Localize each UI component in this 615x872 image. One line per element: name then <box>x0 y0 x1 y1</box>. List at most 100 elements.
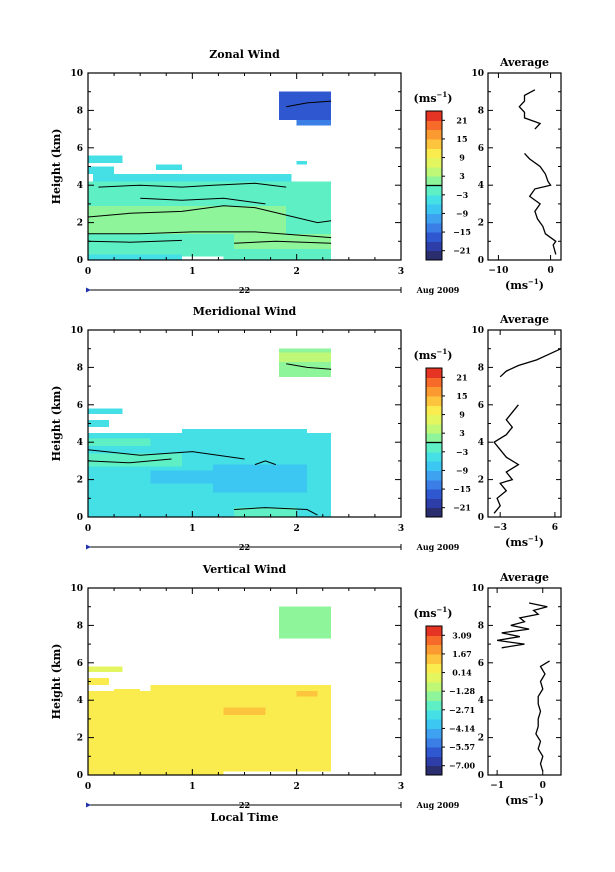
y-tick-label: 0 <box>77 256 83 266</box>
heatmap-cell <box>93 173 292 182</box>
x-tick-label: 2 <box>294 782 300 792</box>
heatmap-cell <box>88 666 123 673</box>
colorbar-swatch <box>426 700 442 711</box>
colorbar-swatch <box>426 626 442 636</box>
average-title: Average <box>499 571 549 584</box>
average-y-tick-label: 4 <box>478 696 484 706</box>
colorbar-unit: (ms−1) <box>413 605 452 620</box>
colorbar-label: −3 <box>456 447 469 457</box>
contour-line <box>87 458 172 464</box>
colorbar-swatch <box>426 681 442 692</box>
colorbar-swatch <box>426 728 442 739</box>
average-unit: (ms−1) <box>505 277 544 292</box>
x-tick-label: 3 <box>398 524 404 534</box>
unit-exponent: −1 <box>437 605 448 614</box>
average-x-tick-label: 0 <box>547 266 553 276</box>
heatmap-cell <box>88 769 224 775</box>
colorbar-swatch <box>426 663 442 674</box>
unit-base: (ms <box>505 536 528 549</box>
colorbar-label: 15 <box>456 134 467 144</box>
colorbar-swatch <box>426 756 442 767</box>
colorbar-label: −3 <box>456 190 469 200</box>
average-x-tick-label: 6 <box>552 523 558 533</box>
average-y-tick-label: 6 <box>478 144 484 154</box>
colorbar-label: −21 <box>453 503 471 513</box>
average-frame <box>487 329 562 518</box>
unit-close: ) <box>447 349 452 362</box>
colorbar-swatch <box>426 747 442 757</box>
contour-line <box>87 239 182 243</box>
y-tick-label: 2 <box>77 219 83 229</box>
colorbar-label: 3.09 <box>452 630 472 640</box>
colorbar-swatch <box>426 405 442 416</box>
colorbar-swatch <box>426 489 442 499</box>
month-label: Aug 2009 <box>416 542 460 552</box>
colorbar-label: −7.00 <box>449 761 476 771</box>
average-line <box>493 404 520 514</box>
y-tick-label: 6 <box>77 401 83 411</box>
colorbar-swatch <box>426 653 442 664</box>
colorbar-frame <box>425 625 443 776</box>
heatmap-cell <box>88 254 182 260</box>
colorbar-swatch <box>426 232 442 242</box>
colorbar-swatch <box>426 691 442 701</box>
month-label: Aug 2009 <box>416 800 460 810</box>
average-y-tick-label: 0 <box>478 256 484 266</box>
colorbar-unit: (ms−1) <box>413 90 452 105</box>
heatmap-cells <box>87 348 332 517</box>
y-axis-label: Height (km) <box>50 644 63 720</box>
heatmap-cell <box>88 690 332 772</box>
colorbar-label: −9 <box>456 465 469 475</box>
average-y-tick-label: 2 <box>478 476 484 486</box>
month-label: Aug 2009 <box>416 285 460 295</box>
contour-line <box>87 449 245 460</box>
contour-line <box>234 507 318 516</box>
y-axis-label: Height (km) <box>50 386 63 462</box>
average-title: Average <box>499 56 549 69</box>
unit-close: ) <box>539 794 544 807</box>
heatmap-cell <box>234 507 297 517</box>
average-y-tick-label: 8 <box>478 363 484 373</box>
heatmap-cell <box>181 429 308 439</box>
colorbar-swatch <box>426 157 442 168</box>
colorbar: (ms−1) 21 15 9 3 −3 −9 −15 −21 <box>413 90 471 261</box>
colorbar-swatch <box>426 129 442 140</box>
contour-line <box>98 182 287 188</box>
colorbar-label: −5.57 <box>449 742 475 752</box>
colorbar-label: 0.14 <box>452 668 472 678</box>
average-y-tick-label: 10 <box>471 326 484 336</box>
colorbar-swatch <box>426 138 442 149</box>
day-start-marker <box>86 287 91 293</box>
contour-line <box>254 460 276 466</box>
unit-base: (ms <box>505 279 528 292</box>
colorbar-swatch <box>426 241 442 252</box>
heatmap-cell <box>223 707 266 716</box>
panel-1: Meridional Wind 0 2 4 6 8 10 0 1 2 3 Height (km) 22 A… <box>50 305 562 552</box>
x-tick-label: 2 <box>294 267 300 277</box>
average-y-tick-label: 0 <box>478 513 484 523</box>
panel-2: Vertical Wind 0 2 4 6 8 10 0 1 2 3 Height (km) 22 Aug… <box>50 563 562 824</box>
colorbar-swatch <box>426 765 442 776</box>
unit-close: ) <box>539 279 544 292</box>
unit-base: (ms <box>505 794 528 807</box>
colorbar-label: 9 <box>459 410 465 420</box>
average-y-tick-label: 2 <box>478 734 484 744</box>
colorbar-label: 15 <box>456 391 467 401</box>
unit-exponent: −1 <box>528 534 539 543</box>
y-tick-label: 2 <box>77 476 83 486</box>
y-tick-label: 8 <box>77 106 83 116</box>
heatmap-cell <box>296 119 332 126</box>
unit-close: ) <box>447 92 452 105</box>
colorbar-label: −9 <box>456 208 469 218</box>
heatmap-cell <box>223 254 332 260</box>
colorbar-swatch <box>426 644 442 655</box>
colorbar-swatch <box>426 213 442 224</box>
contour-line <box>286 363 332 370</box>
colorbar-swatch <box>426 185 442 196</box>
unit-exponent: −1 <box>528 277 539 286</box>
unit-close: ) <box>447 607 452 620</box>
heatmap-cell <box>88 155 123 163</box>
colorbar-swatch <box>426 204 442 214</box>
day-start-marker <box>86 802 91 808</box>
